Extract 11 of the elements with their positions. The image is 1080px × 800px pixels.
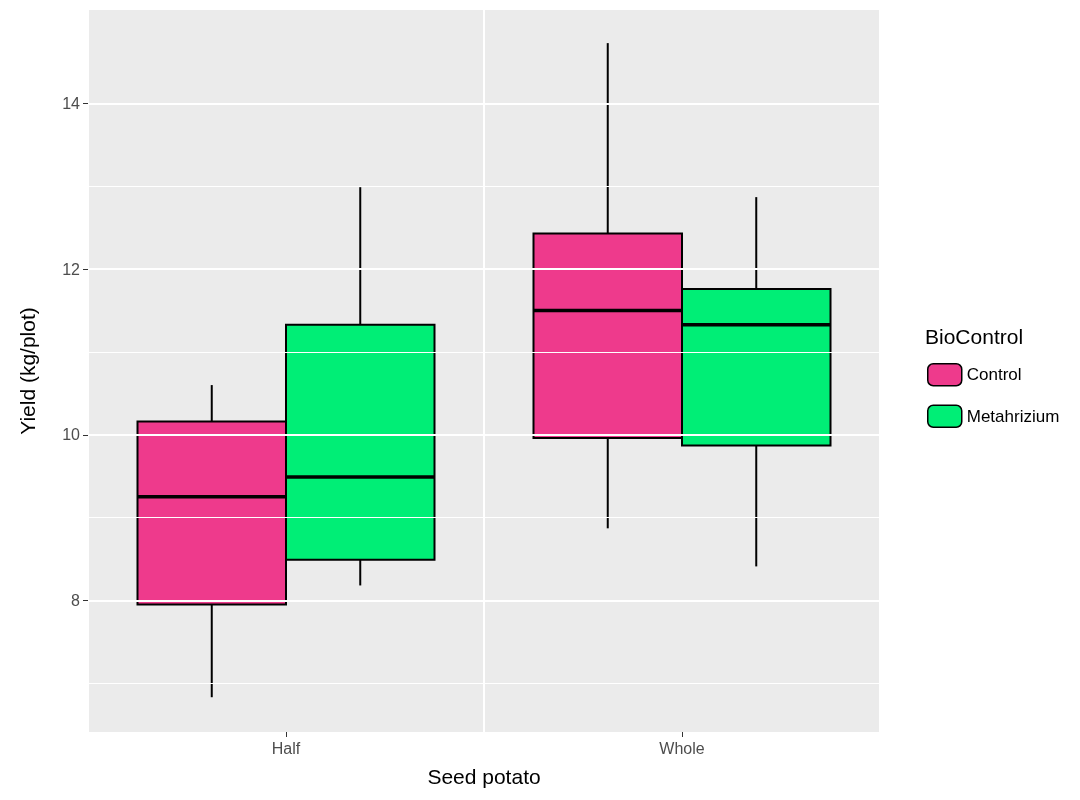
x-tick-label: Half [271,739,301,757]
y-tick-label: 8 [71,591,81,609]
legend-label: Control [966,365,1022,385]
y-tick-label: 14 [62,95,81,113]
y-axis-title: Yield (kg/plot) [16,307,39,435]
y-tick-label: 10 [62,426,81,444]
x-tick-label: Whole [659,739,705,757]
x-axis-title: Seed potato [427,765,541,788]
y-tick-label: 12 [62,260,81,278]
legend-label: Metahrizium [966,406,1060,426]
legend-title: BioControl [925,325,1024,348]
